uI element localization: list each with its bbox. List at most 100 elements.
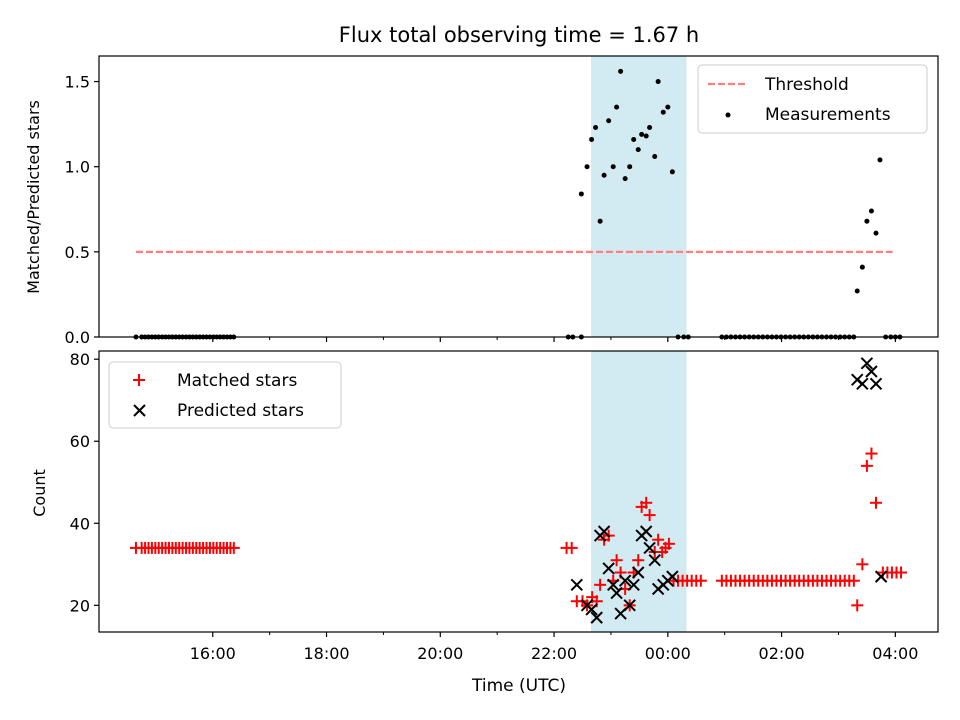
matched-star-point (662, 537, 675, 550)
measurements-y-tick-label: 0.5 (65, 243, 90, 262)
measurements-legend-label: Measurements (765, 105, 891, 125)
predicted-star-point (623, 599, 636, 612)
observing-window-shade (591, 351, 687, 632)
matched-star-point (643, 509, 656, 522)
counts-y-tick-label: 80 (70, 350, 90, 369)
predicted-star-point (869, 377, 883, 391)
matched-star-point (640, 496, 653, 509)
counts-y-tick-label: 60 (70, 432, 90, 451)
predicted-star-point (570, 578, 584, 592)
predicted-star-point (666, 570, 679, 583)
predicted-star-point (860, 357, 874, 370)
measurements-y-tick-label: 1.5 (65, 73, 90, 92)
measurements-legend-swatch (725, 112, 731, 118)
measurement-point (635, 147, 641, 153)
measurement-point (854, 288, 860, 294)
observing-window-shade-top (591, 56, 687, 337)
matched-star-point (895, 566, 908, 579)
measurement-point (639, 131, 645, 137)
matched-star-point (869, 496, 882, 509)
counts-plot-frame (98, 350, 939, 633)
predicted-star-point (627, 578, 640, 592)
measurement-point (660, 109, 666, 115)
legend-box-top (697, 64, 928, 134)
matched-stars-layer (129, 447, 908, 612)
measurement-point (622, 176, 628, 182)
matched-star-point (565, 541, 578, 554)
measurement-point (593, 125, 599, 131)
predicted-star-point (648, 554, 661, 567)
measurement-point (589, 136, 595, 142)
matched-star-point (632, 554, 645, 567)
measurements-panel: 0.0 0.5 1.0 1.5 Matched/Predicted stars Thr… (24, 55, 939, 347)
x-tick-label: 02:00 (759, 644, 805, 663)
predicted-star-point (610, 586, 623, 600)
measurement-point (665, 104, 671, 110)
predicted-star-point (602, 562, 615, 575)
x-tick-label: 04:00 (872, 644, 918, 663)
predicted-stars-layer (570, 357, 888, 624)
observing-window-shade-bottom (591, 351, 687, 632)
observing-window-shade (591, 56, 687, 337)
predicted-star-point (618, 574, 632, 587)
measurements-plot-frame (98, 55, 939, 338)
measurements-y-axis: 0.0 0.5 1.0 1.5 (65, 73, 99, 347)
measurements-y-axis-label: Matched/Predicted stars (24, 100, 43, 294)
matched-stars-legend-label: Matched stars (177, 371, 297, 391)
predicted-star-point (874, 570, 888, 583)
threshold-legend-label: Threshold (764, 75, 849, 95)
matched-star-point (856, 558, 869, 571)
matched-star-point (594, 578, 607, 591)
predicted-star-point (607, 578, 620, 592)
measurement-point (584, 164, 590, 170)
measurements-y-tick-label: 1.0 (65, 158, 90, 177)
predicted-star-point (590, 611, 603, 624)
measurement-point (864, 218, 870, 224)
measurements-x-ticks (212, 337, 896, 342)
x-tick-label: 20:00 (417, 644, 463, 663)
measurement-point (643, 133, 649, 139)
measurement-point (618, 68, 624, 74)
predicted-star-point (856, 377, 869, 391)
x-tick-label: 22:00 (531, 644, 577, 663)
predicted-star-point (632, 566, 645, 579)
matched-star-point (227, 541, 240, 554)
measurement-point (601, 172, 607, 178)
measurements-y-tick-label: 0.0 (65, 328, 90, 347)
x-tick-label: 00:00 (645, 644, 691, 663)
predicted-stars-legend-label: Predicted stars (177, 401, 304, 421)
predicted-star-point (597, 525, 611, 538)
measurement-point (655, 79, 661, 85)
predicted-star-point (865, 365, 878, 378)
measurement-point (606, 118, 612, 124)
predicted-stars-legend-swatch (133, 404, 146, 417)
counts-y-tick-label: 40 (70, 514, 90, 533)
legend-box-bottom (108, 361, 342, 429)
matched-star-point (851, 599, 864, 612)
x-tick-label: 18:00 (303, 644, 349, 663)
matched-star-point (865, 447, 878, 460)
counts-y-axis: 20 40 60 80 (70, 350, 99, 615)
measurement-point (627, 164, 633, 170)
measurements-legend: Threshold Measurements (697, 64, 928, 134)
matched-star-point (652, 533, 665, 546)
counts-y-tick-label: 20 (70, 596, 90, 615)
figure-title: Flux total observing time = 1.67 h (339, 23, 699, 47)
measurement-point (868, 208, 874, 214)
measurement-point (873, 230, 879, 236)
predicted-star-point (639, 525, 653, 538)
measurement-point (614, 104, 620, 110)
matched-stars-legend-swatch (133, 374, 145, 386)
measurement-point (597, 218, 603, 224)
matched-star-point (847, 574, 860, 587)
x-tick-label: 16:00 (190, 644, 236, 663)
counts-legend: Matched stars Predicted stars (108, 361, 342, 429)
measurement-point (652, 153, 658, 159)
matched-star-point (860, 459, 873, 472)
predicted-star-point (585, 603, 598, 616)
measurement-point (669, 169, 675, 175)
measurement-point (578, 191, 584, 197)
measurement-point (610, 164, 616, 170)
measurement-point (631, 136, 637, 142)
